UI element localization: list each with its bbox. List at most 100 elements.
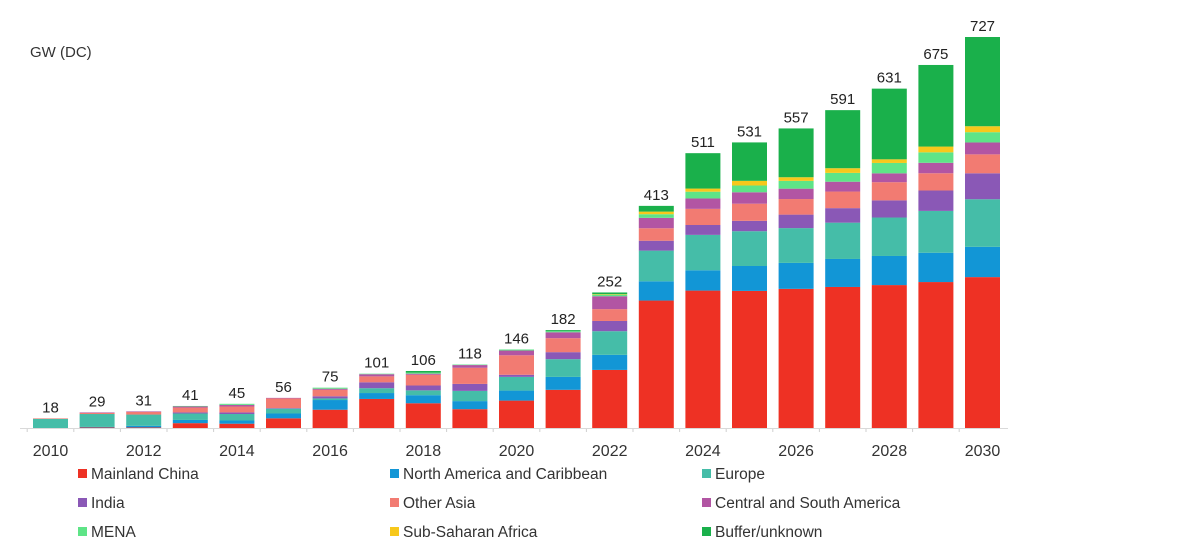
bar-segment-2023-other-asia <box>638 228 674 241</box>
total-label-2015: 56 <box>275 379 292 396</box>
bar-segment-2021-central-and-south-america <box>545 332 581 339</box>
x-tick-label-2028: 2028 <box>872 443 908 460</box>
bar-segment-2026-sub-saharan-africa <box>778 177 814 181</box>
bar-segment-2028-sub-saharan-africa <box>871 159 907 163</box>
bar-segment-2027-north-america-and-caribbean <box>825 258 861 287</box>
bar-segment-2022-india <box>592 320 628 332</box>
bar-segment-2021-europe <box>545 359 581 377</box>
bar-segment-2026-central-and-south-america <box>778 188 814 200</box>
bar-segment-2028-mena <box>871 162 907 174</box>
bar-segment-2019-other-asia <box>452 367 488 384</box>
x-axis: 2010 2012 2014 2016 2018 2020 2022 2024 2026 2028… <box>20 428 1008 460</box>
bar-segment-2010-other-asia <box>33 418 68 419</box>
bar-segment-2011-other-asia <box>79 412 115 415</box>
legend-label: Buffer/unknown <box>715 524 823 541</box>
bar-segment-2030-north-america-and-caribbean <box>965 246 1000 278</box>
bar-segment-2012-central-and-south-america <box>126 411 162 412</box>
legend-item-central-and-south-america: Central and South America <box>702 495 900 513</box>
bar-segment-2025-europe <box>732 231 767 266</box>
bar-segment-2030-sub-saharan-africa <box>965 126 1000 133</box>
bar-segment-2024-central-and-south-america <box>685 198 721 209</box>
bar-segment-2030-mainland-china <box>965 277 1000 428</box>
total-labels: 18 29 31 41 45 56 75 101 106 118 146 182 252 413 511 53… <box>42 18 995 416</box>
bar-segment-2028-central-and-south-america <box>871 173 907 183</box>
bar-segment-2023-india <box>638 240 674 251</box>
bar-segment-2019-mainland-china <box>452 409 488 428</box>
bar-segment-2017-other-asia <box>359 376 395 383</box>
legend-swatch <box>702 469 711 478</box>
bar-segment-2020-mainland-china <box>499 400 534 428</box>
bar-segment-2021-india <box>545 352 581 360</box>
bar-segment-2015-india <box>266 408 301 409</box>
bar-segment-2016-central-and-south-america <box>312 388 348 390</box>
bar-segment-2014-europe <box>219 414 255 421</box>
bar-segment-2016-europe <box>312 398 348 401</box>
x-tick-label-2012: 2012 <box>126 443 162 460</box>
bar-segment-2022-mainland-china <box>592 369 628 428</box>
legend-label: Other Asia <box>403 495 476 512</box>
bar-segment-2011-europe <box>79 414 115 427</box>
total-label-2029: 675 <box>923 46 948 63</box>
bar-segment-2025-mainland-china <box>732 290 767 428</box>
x-tick-label-2020: 2020 <box>499 443 535 460</box>
bar-segment-2021-buffer-unknown <box>545 330 581 332</box>
bar-segment-2028-europe <box>871 217 907 256</box>
bar-segment-2018-other-asia <box>405 374 441 386</box>
total-label-2023: 413 <box>644 187 669 204</box>
bar-segment-2013-central-and-south-america <box>172 406 208 408</box>
bar-segment-2017-europe <box>359 388 395 394</box>
bar-segment-2030-central-and-south-america <box>965 142 1000 155</box>
bars-group <box>33 37 1000 428</box>
bar-segment-2022-other-asia <box>592 309 628 321</box>
total-label-2025: 531 <box>737 123 762 140</box>
legend-item-mainland-china: Mainland China <box>78 466 199 484</box>
bar-segment-2013-mena <box>172 405 208 407</box>
y-axis-label: GW (DC) <box>30 44 92 61</box>
total-label-2019: 118 <box>458 346 482 363</box>
x-tick-label-2014: 2014 <box>219 443 255 460</box>
bar-segment-2020-central-and-south-america <box>499 350 534 356</box>
stacked-bar-chart: 2010 2012 2014 2016 2018 2020 2022 2024 2026 2028… <box>20 18 1008 460</box>
bar-segment-2022-north-america-and-caribbean <box>592 354 628 370</box>
total-label-2020: 146 <box>504 330 529 347</box>
bar-segment-2015-other-asia <box>266 398 301 409</box>
bar-segment-2023-mainland-china <box>638 300 674 428</box>
bar-segment-2023-sub-saharan-africa <box>638 211 674 215</box>
bar-segment-2029-buffer-unknown <box>918 64 954 147</box>
x-tick-label-2010: 2010 <box>33 443 69 460</box>
bar-segment-2011-central-and-south-america <box>79 412 115 413</box>
bar-segment-2019-central-and-south-america <box>452 365 488 368</box>
x-tick-label-2024: 2024 <box>685 443 721 460</box>
bar-segment-2014-mena <box>219 403 255 405</box>
total-label-2016: 75 <box>322 369 339 386</box>
legend-label: Central and South America <box>715 495 901 512</box>
bar-segment-2022-buffer-unknown <box>592 292 628 295</box>
bar-segment-2025-mena <box>732 185 767 193</box>
bar-segment-2018-north-america-and-caribbean <box>405 395 441 404</box>
bar-segment-2024-north-america-and-caribbean <box>685 270 721 291</box>
bar-segment-2020-india <box>499 374 534 377</box>
bar-segment-2018-mainland-china <box>405 403 441 428</box>
x-tick-label-2022: 2022 <box>592 443 628 460</box>
bar-segment-2017-central-and-south-america <box>359 374 395 377</box>
bar-segment-2014-other-asia <box>219 406 255 413</box>
bar-segment-2023-europe <box>638 250 674 282</box>
bar-segment-2012-europe <box>126 414 162 426</box>
bar-segment-2013-india <box>172 412 208 414</box>
total-label-2028: 631 <box>877 70 902 87</box>
bar-segment-2027-sub-saharan-africa <box>825 168 861 173</box>
bar-segment-2027-buffer-unknown <box>825 110 861 169</box>
total-label-2018: 106 <box>411 352 436 369</box>
total-label-2011: 29 <box>89 393 106 410</box>
total-label-2022: 252 <box>597 273 622 290</box>
bar-segment-2018-europe <box>405 390 441 396</box>
legend-item-other-asia: Other Asia <box>390 495 475 513</box>
legend-label: India <box>91 495 125 512</box>
bar-segment-2017-mainland-china <box>359 398 395 428</box>
bar-segment-2016-north-america-and-caribbean <box>312 400 348 410</box>
legend-swatch <box>390 469 399 478</box>
bar-segment-2015-north-america-and-caribbean <box>266 413 301 419</box>
total-label-2030: 727 <box>970 18 995 35</box>
bar-segment-2018-mena <box>405 372 441 374</box>
legend-swatch <box>78 527 87 536</box>
